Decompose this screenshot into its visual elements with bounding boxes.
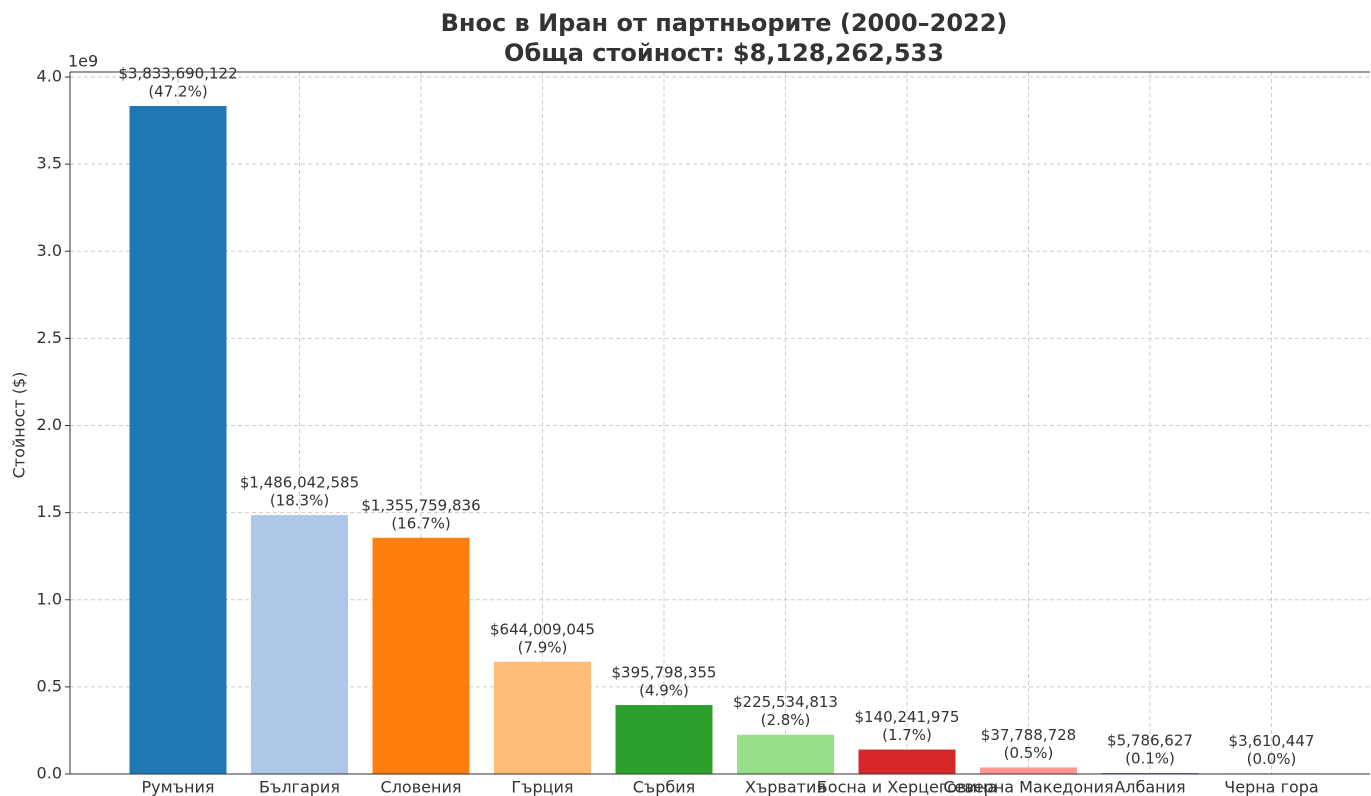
y-tick-label: 4.0 bbox=[37, 67, 62, 86]
y-tick-label: 0.0 bbox=[37, 764, 62, 783]
y-tick-label: 3.5 bbox=[37, 154, 62, 173]
value-label: $1,486,042,585 bbox=[240, 474, 359, 492]
bar bbox=[251, 515, 348, 774]
share-label: (18.3%) bbox=[270, 492, 329, 510]
share-label: (4.9%) bbox=[639, 682, 689, 700]
share-label: (1.7%) bbox=[882, 726, 932, 744]
y-tick-label: 2.0 bbox=[37, 415, 62, 434]
x-tick-label: България bbox=[259, 778, 340, 796]
bar bbox=[494, 661, 591, 774]
share-label: (7.9%) bbox=[518, 638, 568, 656]
x-tick-label: Босна и Херцеговина bbox=[817, 778, 997, 796]
x-tick-label: Хърватия bbox=[745, 778, 826, 796]
x-tick-label: Сърбия bbox=[633, 778, 696, 796]
share-label: (0.1%) bbox=[1125, 749, 1175, 767]
bar bbox=[858, 749, 956, 774]
x-tick-label: Черна гора bbox=[1224, 778, 1318, 796]
y-offset-label: 1e9 bbox=[68, 52, 98, 71]
x-tick-label: Албания bbox=[1114, 778, 1185, 796]
y-tick-label: 0.5 bbox=[37, 676, 62, 695]
y-tick-label: 3.0 bbox=[37, 241, 62, 260]
share-label: (0.0%) bbox=[1247, 750, 1297, 768]
value-label: $5,786,627 bbox=[1107, 731, 1193, 749]
share-label: (0.5%) bbox=[1004, 744, 1054, 762]
bar bbox=[737, 734, 834, 774]
chart-title: Внос в Иран от партньорите (2000–2022) bbox=[441, 9, 1008, 37]
x-tick-label: Гърция bbox=[511, 778, 573, 796]
value-label: $140,241,975 bbox=[855, 708, 960, 726]
bar bbox=[372, 537, 470, 774]
value-label: $644,009,045 bbox=[490, 620, 595, 638]
y-tick-label: 2.5 bbox=[37, 328, 62, 347]
value-label: $3,833,690,122 bbox=[118, 64, 237, 82]
share-label: (16.7%) bbox=[391, 514, 450, 532]
value-label: $395,798,355 bbox=[612, 664, 717, 682]
bar bbox=[129, 105, 227, 775]
y-tick-label: 1.0 bbox=[37, 589, 62, 608]
y-axis-label: Стойност ($) bbox=[10, 372, 29, 479]
x-tick-label: Словения bbox=[381, 778, 462, 796]
share-label: (2.8%) bbox=[761, 711, 811, 729]
y-tick-label: 1.5 bbox=[37, 502, 62, 521]
x-tick-label: Северна Македония bbox=[943, 778, 1113, 796]
share-label: (47.2%) bbox=[148, 82, 207, 100]
bar bbox=[615, 705, 713, 774]
value-label: $37,788,728 bbox=[981, 726, 1076, 744]
x-tick-label: Румъния bbox=[142, 778, 215, 796]
value-label: $225,534,813 bbox=[733, 693, 838, 711]
bar bbox=[980, 767, 1077, 774]
bar bbox=[1101, 772, 1199, 774]
value-label: $1,355,759,836 bbox=[361, 496, 480, 514]
chart-subtitle: Обща стойност: $8,128,262,533 bbox=[504, 39, 944, 67]
value-label: $3,610,447 bbox=[1229, 732, 1315, 750]
